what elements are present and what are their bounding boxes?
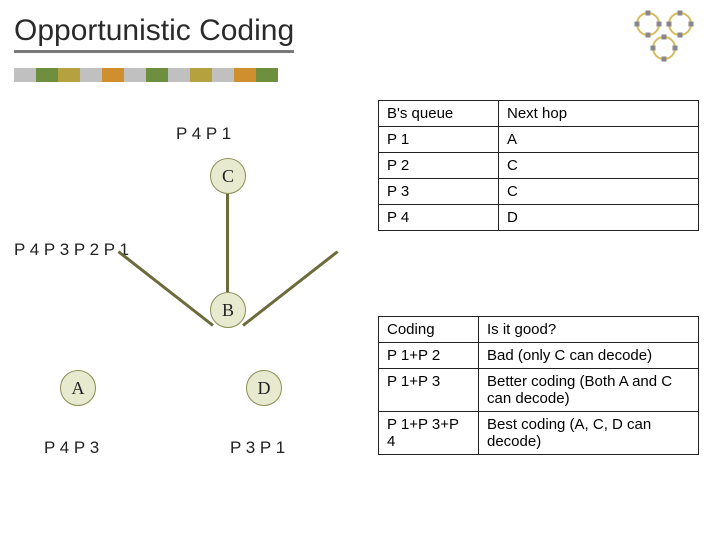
a-packet-label: P 4 P 3 — [44, 438, 99, 458]
color-swatch — [190, 68, 212, 82]
d-packet-label: P 3 P 1 — [230, 438, 285, 458]
color-swatch — [146, 68, 168, 82]
table-cell: Bad (only C can decode) — [479, 343, 699, 369]
table-cell: C — [499, 153, 699, 179]
table-header: Coding — [379, 317, 479, 343]
table-row: P 1+P 3+P 4Best coding (A, C, D can deco… — [379, 412, 699, 455]
edge-b-c — [226, 194, 229, 292]
table-cell: Better coding (Both A and C can decode) — [479, 369, 699, 412]
table-header: Next hop — [499, 101, 699, 127]
node-a: A — [60, 370, 96, 406]
table-row: P 1+P 3Better coding (Both A and C can d… — [379, 369, 699, 412]
table-cell: P 1+P 2 — [379, 343, 479, 369]
table-cell: P 1+P 3+P 4 — [379, 412, 479, 455]
color-swatch — [80, 68, 102, 82]
color-swatch — [234, 68, 256, 82]
table-row: P 2C — [379, 153, 699, 179]
node-c: C — [210, 158, 246, 194]
color-swatch — [168, 68, 190, 82]
table-header: Is it good? — [479, 317, 699, 343]
color-swatch — [124, 68, 146, 82]
table-cell: A — [499, 127, 699, 153]
color-swatch — [102, 68, 124, 82]
table-cell: C — [499, 179, 699, 205]
node-b: B — [210, 292, 246, 328]
left-packet-label: P 4 P 3 P 2 P 1 — [14, 240, 129, 260]
color-swatch — [212, 68, 234, 82]
table-cell: D — [499, 205, 699, 231]
table-row: P 3C — [379, 179, 699, 205]
color-swatch — [36, 68, 58, 82]
edge-b-a — [118, 250, 214, 326]
table-cell: P 1+P 3 — [379, 369, 479, 412]
table-cell: P 3 — [379, 179, 499, 205]
table-row: P 4D — [379, 205, 699, 231]
coding-table: CodingIs it good?P 1+P 2Bad (only C can … — [378, 316, 699, 455]
table-cell: Best coding (A, C, D can decode) — [479, 412, 699, 455]
table-cell: P 1 — [379, 127, 499, 153]
top-packet-label: P 4 P 1 — [176, 124, 231, 144]
color-swatch — [58, 68, 80, 82]
color-bar — [14, 68, 278, 82]
edge-b-d — [242, 250, 338, 326]
queue-table: B's queueNext hopP 1AP 2CP 3CP 4D — [378, 100, 699, 231]
color-swatch — [256, 68, 278, 82]
node-d: D — [246, 370, 282, 406]
table-cell: P 2 — [379, 153, 499, 179]
table-row: P 1+P 2Bad (only C can decode) — [379, 343, 699, 369]
color-swatch — [14, 68, 36, 82]
table-row: P 1A — [379, 127, 699, 153]
page-title: Opportunistic Coding — [14, 14, 294, 53]
network-decor-icon — [626, 10, 706, 65]
table-cell: P 4 — [379, 205, 499, 231]
table-header: B's queue — [379, 101, 499, 127]
